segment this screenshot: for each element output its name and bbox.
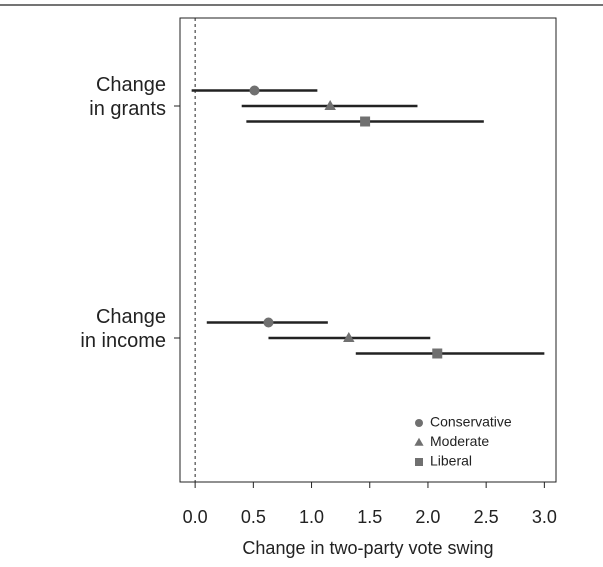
legend-label: Conservative (430, 414, 512, 430)
x-tick-label: 1.5 (357, 507, 382, 527)
plot-frame (179, 17, 557, 483)
point (324, 100, 336, 110)
y-tick-label: Change in income (80, 306, 166, 352)
legend-label: Liberal (430, 453, 472, 469)
point (360, 116, 371, 127)
x-tick-label: 0.5 (241, 507, 266, 527)
point (432, 348, 443, 359)
x-tick-label: 2.5 (474, 507, 499, 527)
x-tick-label: 3.0 (532, 507, 557, 527)
point (343, 332, 355, 342)
x-axis-label: Change in two-party vote swing (242, 538, 493, 558)
legend-marker (414, 437, 424, 446)
y-tick-label: Change in grants (89, 74, 166, 120)
point (249, 85, 260, 96)
legend-marker (415, 419, 423, 427)
legend-label: Moderate (430, 433, 489, 449)
legend-marker (415, 458, 423, 466)
x-tick-label: 2.0 (415, 507, 440, 527)
x-tick-label: 0.0 (183, 507, 208, 527)
x-tick-label: 1.0 (299, 507, 324, 527)
point (263, 317, 274, 328)
